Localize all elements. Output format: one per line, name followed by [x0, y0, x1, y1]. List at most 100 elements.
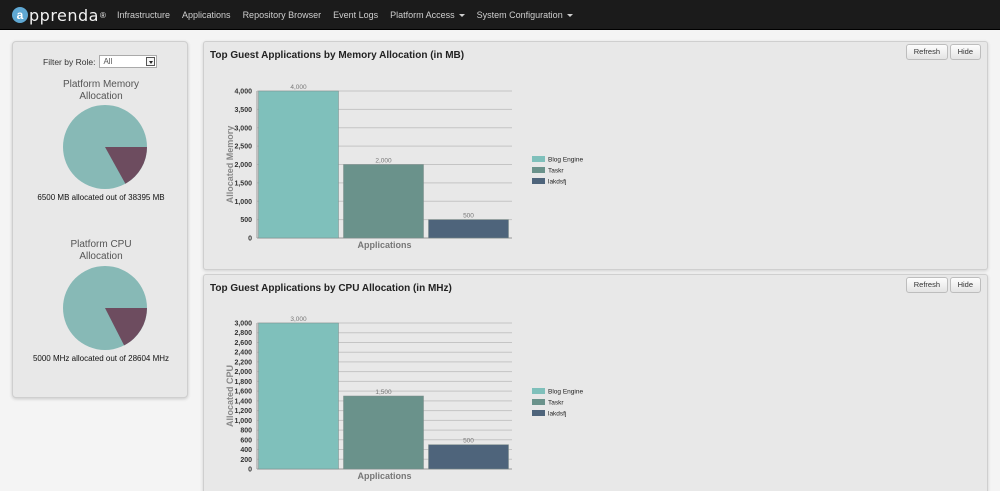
cpu-pie-chart: [63, 266, 147, 350]
legend-swatch: [532, 410, 545, 416]
nav-label: Platform Access: [390, 10, 455, 20]
y-tick-label: 2,800: [234, 330, 252, 337]
nav-system-configuration[interactable]: System Configuration: [477, 10, 573, 20]
bar: [258, 322, 339, 470]
memory-pie-title-line2: Allocation: [79, 91, 123, 102]
y-axis-label: Allocated CPU: [225, 365, 235, 427]
y-tick-label: 800: [240, 428, 252, 435]
x-axis-label: Applications: [357, 240, 411, 250]
y-tick-label: 200: [240, 457, 252, 464]
nav-label: System Configuration: [476, 10, 563, 20]
y-tick-label: 1,600: [234, 389, 252, 396]
bar: [343, 395, 424, 470]
legend-swatch: [532, 399, 545, 405]
y-tick-label: 3,000: [234, 321, 252, 328]
caret-down-icon: [566, 13, 573, 17]
memory-refresh-button[interactable]: Refresh: [905, 44, 948, 60]
role-select-value: All: [103, 57, 113, 66]
nav-applications[interactable]: Applications: [182, 10, 231, 20]
legend-label: Blog Engine: [548, 157, 583, 164]
legend-label: Blog Engine: [548, 389, 583, 396]
y-tick-label: 0: [248, 467, 252, 474]
cpu-refresh-button[interactable]: Refresh: [905, 277, 948, 293]
y-axis-label: Allocated Memory: [225, 126, 235, 204]
y-tick-label: 1,200: [234, 408, 252, 415]
nav-label: Repository Browser: [242, 10, 322, 20]
platform-allocation-panel: Filter by Role: All Platform Memory Allo…: [12, 41, 188, 398]
memory-pie-title-line1: Platform Memory: [62, 79, 140, 90]
memory-hide-button[interactable]: Hide: [949, 44, 981, 60]
legend-swatch: [532, 156, 545, 162]
legend-swatch: [532, 178, 545, 184]
y-tick-label: 0: [248, 236, 252, 243]
role-select[interactable]: All: [99, 55, 158, 68]
y-tick-label: 2,600: [234, 340, 252, 347]
y-tick-label: 3,000: [234, 125, 252, 132]
cpu-hide-button[interactable]: Hide: [949, 277, 981, 293]
role-filter: Filter by Role: All: [43, 55, 158, 68]
memory-pie-chart: [63, 105, 147, 189]
bar-data-label: 4,000: [290, 84, 307, 91]
brand-logo[interactable]: a pprenda ®: [12, 4, 106, 26]
bar-data-label: 3,000: [290, 316, 307, 323]
y-tick-label: 3,500: [234, 107, 252, 114]
bar-data-label: 500: [463, 438, 474, 445]
memory-chart-panel: 0 500 1,000 1,500 2,000 2,500 3,000 3,500 4,000 4…: [203, 41, 988, 270]
memory-pie-title: Platform Memory Allocation: [13, 79, 189, 103]
nav-infrastructure[interactable]: Infrastructure: [117, 10, 170, 20]
cpu-bar-chart: 0 200 400 600 800 1,000 1,200 1,400 1,600 1,800 2,…: [225, 316, 583, 481]
memory-bar-chart: 0 500 1,000 1,500 2,000 2,500 3,000 3,500 4,000 4…: [225, 84, 583, 250]
nav-platform-access[interactable]: Platform Access: [390, 10, 465, 20]
bar-data-label: 1,500: [375, 389, 392, 396]
dropdown-arrow-icon: [146, 57, 156, 66]
top-navbar: a pprenda ® Infrastructure Applications …: [0, 0, 1000, 30]
nav-label: Event Logs: [333, 10, 379, 20]
y-tick-label: 2,000: [234, 369, 252, 376]
y-tick-label: 1,800: [234, 379, 252, 386]
cpu-pie-title-line1: Platform CPU: [70, 239, 132, 250]
main-nav: Infrastructure Applications Repository B…: [117, 0, 585, 30]
legend-swatch: [532, 388, 545, 394]
y-tick-label: 2,500: [234, 144, 252, 151]
nav-repository-browser[interactable]: Repository Browser: [243, 10, 322, 20]
nav-label: Applications: [182, 10, 231, 20]
y-tick-label: 1,500: [234, 180, 252, 187]
bar: [258, 90, 339, 239]
y-tick-label: 1,400: [234, 398, 252, 405]
logo-icon: a: [12, 7, 28, 23]
cpu-chart-title: Top Guest Applications by CPU Allocation…: [210, 283, 452, 294]
y-tick-label: 1,000: [234, 199, 252, 206]
bar-data-label: 2,000: [375, 158, 392, 165]
cpu-pie-allocated-slice: [105, 308, 147, 346]
y-tick-label: 4,000: [234, 89, 252, 96]
legend-label: lakdsfj: [548, 411, 566, 418]
x-axis-label: Applications: [357, 471, 411, 481]
y-tick-label: 500: [240, 217, 252, 224]
cpu-pie-title: Platform CPU Allocation: [13, 239, 189, 263]
y-tick-label: 2,200: [234, 359, 252, 366]
cpu-allocation-caption: 5000 MHz allocated out of 28604 MHz: [32, 354, 170, 363]
legend-label: Taskr: [548, 400, 564, 407]
nav-event-logs[interactable]: Event Logs: [333, 10, 378, 20]
bar: [428, 219, 509, 239]
y-tick-label: 2,000: [234, 162, 252, 169]
y-tick-label: 600: [240, 437, 252, 444]
legend-swatch: [532, 167, 545, 173]
cpu-pie-title-line2: Allocation: [79, 251, 123, 262]
memory-chart-title: Top Guest Applications by Memory Allocat…: [210, 50, 465, 61]
nav-label: Infrastructure: [117, 10, 171, 20]
filter-label: Filter by Role:: [43, 56, 96, 67]
memory-allocation-caption: 6500 MB allocated out of 38395 MB: [37, 193, 165, 202]
bar: [428, 444, 509, 470]
y-tick-label: 400: [240, 447, 252, 454]
y-tick-label: 2,400: [234, 350, 252, 357]
legend-label: Taskr: [548, 168, 564, 175]
bar-data-label: 500: [463, 213, 474, 220]
memory-pie-allocated-slice: [105, 147, 147, 184]
cpu-chart-panel: 0 200 400 600 800 1,000 1,200 1,400 1,600 1,800 2,…: [203, 274, 988, 491]
registered-mark: ®: [99, 10, 106, 20]
legend-label: lakdsfj: [548, 179, 566, 186]
y-tick-label: 1,000: [234, 418, 252, 425]
caret-down-icon: [458, 13, 465, 17]
bar: [343, 164, 424, 239]
